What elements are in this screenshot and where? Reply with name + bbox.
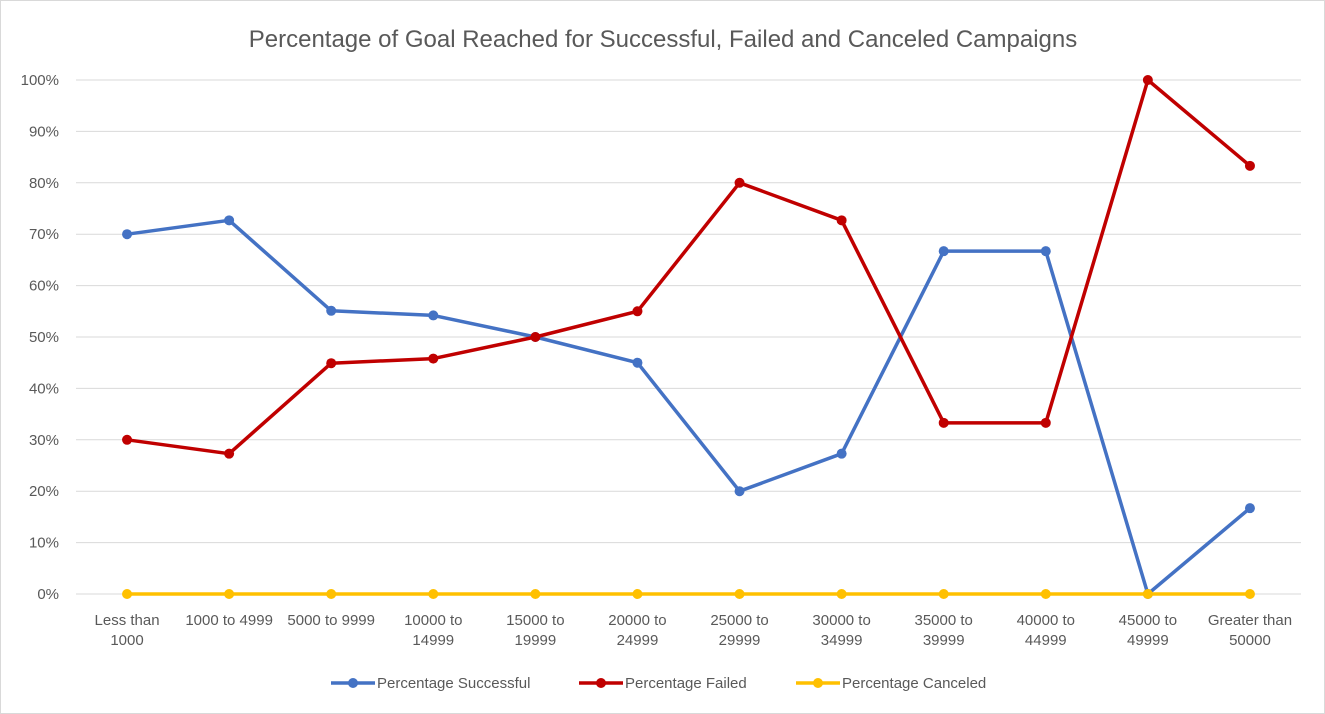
gridlines <box>76 79 1301 595</box>
x-tick-label: Less than 1000 <box>95 612 160 649</box>
data-point[interactable] <box>632 357 643 368</box>
x-tick-label: 35000 to 39999 <box>915 612 973 649</box>
data-point[interactable] <box>836 448 847 459</box>
data-point[interactable] <box>938 246 949 257</box>
x-tick-label: 30000 to 34999 <box>812 612 870 649</box>
data-point[interactable] <box>530 332 541 342</box>
data-point[interactable] <box>836 589 847 599</box>
data-point[interactable] <box>1244 589 1255 599</box>
series-line <box>126 218 1252 596</box>
legend-swatch-marker <box>348 678 358 688</box>
series-percentage-canceled <box>122 589 1255 599</box>
x-tick-label: 40000 to 44999 <box>1017 612 1075 649</box>
data-point[interactable] <box>1040 589 1051 599</box>
legend-item[interactable]: Percentage Successful <box>331 675 530 692</box>
data-point[interactable] <box>428 310 439 321</box>
legend-label: Percentage Successful <box>377 675 530 692</box>
data-point[interactable] <box>326 358 337 369</box>
data-point[interactable] <box>326 589 337 599</box>
legend-label: Percentage Failed <box>625 675 747 692</box>
x-tick-label: Greater than 50000 <box>1208 612 1292 649</box>
y-tick-label: 80% <box>29 175 59 192</box>
legend-swatch-marker <box>596 678 606 688</box>
x-tick-label: 1000 to 4999 <box>185 612 273 629</box>
data-point[interactable] <box>224 448 235 459</box>
data-point[interactable] <box>530 589 541 599</box>
data-point[interactable] <box>836 215 847 226</box>
data-point[interactable] <box>122 589 133 599</box>
data-point[interactable] <box>632 306 643 317</box>
y-tick-label: 90% <box>29 123 59 140</box>
data-point[interactable] <box>326 305 337 316</box>
x-tick-label: 5000 to 9999 <box>287 612 375 629</box>
data-point[interactable] <box>122 434 133 445</box>
data-point[interactable] <box>734 486 745 497</box>
y-tick-label: 30% <box>29 432 59 449</box>
data-point[interactable] <box>428 589 439 599</box>
data-point[interactable] <box>1244 503 1255 514</box>
data-point[interactable] <box>224 215 235 226</box>
y-axis-ticks: 0% 10% 20% 30% 40% 50% 60% 70% 80% 90% 100% <box>21 72 59 603</box>
y-tick-label: 0% <box>37 586 59 603</box>
data-point[interactable] <box>1142 75 1153 85</box>
data-point[interactable] <box>734 177 745 188</box>
legend-item[interactable]: Percentage Failed <box>579 675 747 692</box>
y-tick-label: 60% <box>29 278 59 295</box>
data-point[interactable] <box>632 589 643 599</box>
legend: Percentage Successful Percentage Failed Pe… <box>331 675 986 692</box>
y-tick-label: 40% <box>29 380 59 397</box>
chart-title: Percentage of Goal Reached for Successfu… <box>249 26 1077 53</box>
x-tick-label: 15000 to 19999 <box>506 612 564 649</box>
data-point[interactable] <box>1142 589 1153 599</box>
data-point[interactable] <box>1040 246 1051 257</box>
data-point[interactable] <box>938 417 949 428</box>
series-line <box>126 78 1252 456</box>
data-point[interactable] <box>1244 160 1255 171</box>
data-point[interactable] <box>1040 417 1051 428</box>
x-axis-ticks: Less than 1000 1000 to 4999 5000 to 9999 100… <box>95 612 1293 649</box>
x-tick-label: 25000 to 29999 <box>710 612 768 649</box>
data-point[interactable] <box>122 229 133 240</box>
y-tick-label: 20% <box>29 483 59 500</box>
data-point[interactable] <box>938 589 949 599</box>
series-percentage-failed <box>122 75 1255 459</box>
legend-item[interactable]: Percentage Canceled <box>796 675 986 692</box>
series-layer <box>122 75 1255 599</box>
x-tick-label: 10000 to 14999 <box>404 612 462 649</box>
y-tick-label: 50% <box>29 329 59 346</box>
data-point[interactable] <box>428 353 439 364</box>
legend-swatch-marker <box>813 678 823 688</box>
y-tick-label: 10% <box>29 535 59 552</box>
y-tick-label: 100% <box>21 72 59 89</box>
data-point[interactable] <box>224 589 235 599</box>
series-percentage-successful <box>122 215 1255 599</box>
x-tick-label: 20000 to 24999 <box>608 612 666 649</box>
data-point[interactable] <box>734 589 745 599</box>
legend-label: Percentage Canceled <box>842 675 986 692</box>
x-tick-label: 45000 to 49999 <box>1119 612 1177 649</box>
y-tick-label: 70% <box>29 226 59 243</box>
